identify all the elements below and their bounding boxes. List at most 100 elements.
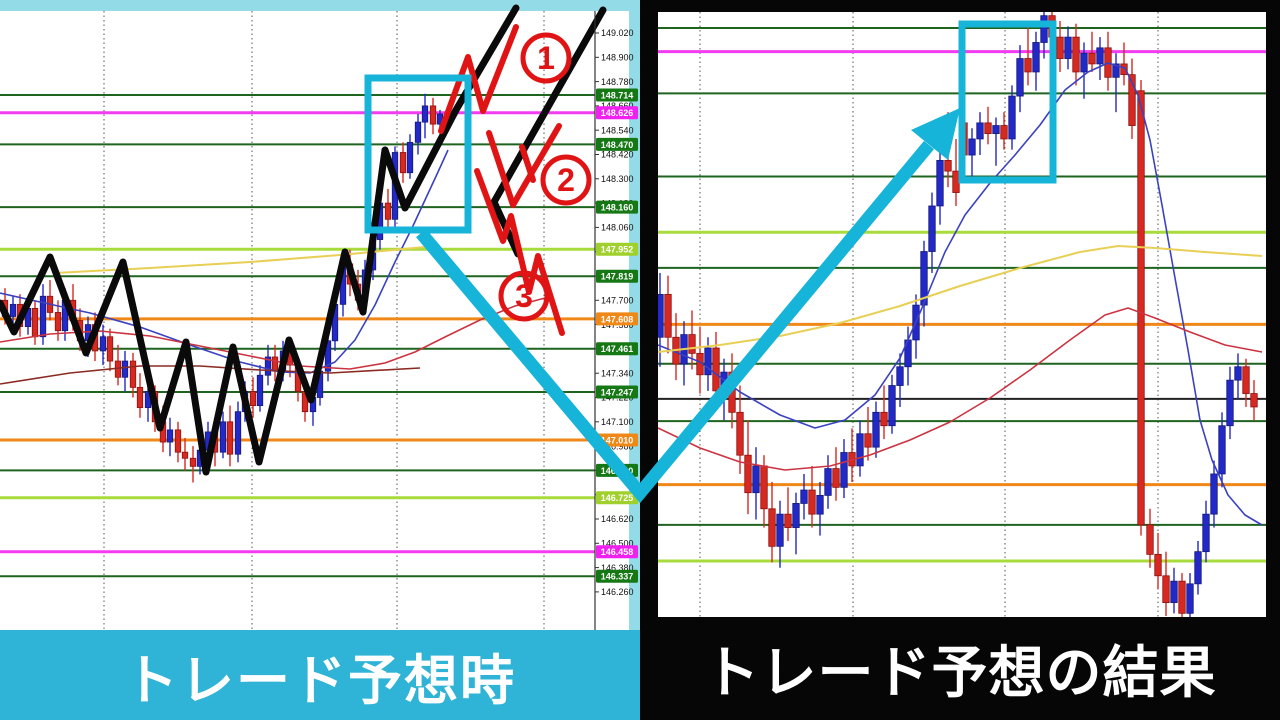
bull-candle bbox=[219, 421, 227, 453]
ma-slowest-line bbox=[0, 365, 421, 385]
prediction-chart-annotations: 1 2 3 bbox=[0, 4, 607, 476]
bear-candle bbox=[1162, 575, 1170, 603]
scenario-1-number: 1 bbox=[537, 40, 555, 76]
axis-tick-label: 147.100 bbox=[601, 417, 634, 427]
axis-tick-label: 146.500 bbox=[601, 539, 634, 549]
bull-candle bbox=[752, 465, 760, 494]
bear-candle bbox=[174, 429, 182, 453]
bear-candle bbox=[784, 513, 792, 528]
bear-candle bbox=[760, 465, 768, 510]
bear-candle bbox=[429, 105, 437, 125]
scenario-3-number: 3 bbox=[515, 278, 533, 314]
scenario-1-path bbox=[438, 24, 519, 134]
axis-tick-label: 148.660 bbox=[601, 101, 634, 111]
bull-candle bbox=[1064, 36, 1072, 59]
bull-candle bbox=[1194, 551, 1202, 585]
axis-tick-label: 148.540 bbox=[601, 125, 634, 135]
bull-candle bbox=[928, 205, 936, 252]
price-badge bbox=[596, 569, 638, 583]
bull-candle bbox=[1040, 15, 1048, 43]
bull-candle bbox=[840, 452, 848, 488]
bull-candle bbox=[776, 513, 784, 547]
bear-candle bbox=[1178, 580, 1186, 614]
axis-tick-label: 148.300 bbox=[601, 174, 634, 184]
bear-candle bbox=[31, 307, 39, 338]
bear-candle bbox=[832, 468, 840, 488]
axis-tick-label: 148.420 bbox=[601, 150, 634, 160]
bear-candle bbox=[768, 508, 776, 547]
bear-candle bbox=[952, 170, 960, 193]
prediction-chart-svg: 123149.020148.900148.780148.660148.54014… bbox=[0, 4, 638, 630]
price-badge-label: 146.725 bbox=[601, 493, 634, 503]
bear-candle bbox=[106, 336, 114, 362]
bull-candle bbox=[406, 141, 414, 174]
bull-candle bbox=[1210, 473, 1218, 515]
bear-candle bbox=[1242, 366, 1250, 394]
bull-candle bbox=[800, 489, 808, 504]
result-chart-annotations bbox=[958, 20, 1057, 184]
price-badge-label: 147.819 bbox=[601, 272, 634, 282]
bull-candle bbox=[121, 360, 129, 378]
bull-candle bbox=[414, 121, 422, 143]
bull-candle bbox=[166, 429, 174, 443]
hand-drawn-zigzag bbox=[0, 4, 520, 476]
bear-candle bbox=[1137, 90, 1145, 526]
bear-candle bbox=[129, 360, 137, 388]
price-badge bbox=[596, 545, 638, 559]
bear-candle bbox=[1250, 393, 1258, 408]
bear-candle bbox=[1120, 63, 1128, 76]
price-badge-label: 146.860 bbox=[601, 466, 634, 476]
price-badge-label: 148.626 bbox=[601, 108, 634, 118]
bull-candle bbox=[1170, 580, 1178, 603]
bear-candle bbox=[1128, 74, 1136, 126]
bull-candle bbox=[816, 494, 824, 515]
prediction-chart-plot-layer bbox=[0, 11, 595, 630]
bull-candle bbox=[99, 336, 107, 352]
bull-candle bbox=[1080, 52, 1088, 73]
highlight-rectangle bbox=[958, 20, 1057, 184]
scenario-2-number: 2 bbox=[557, 162, 575, 198]
bear-candle bbox=[864, 433, 872, 448]
axis-tick-label: 149.020 bbox=[601, 28, 634, 38]
bull-candle bbox=[824, 468, 832, 496]
price-badge-label: 147.461 bbox=[601, 344, 634, 354]
price-badge bbox=[596, 106, 638, 120]
prediction-caption: トレード予想時 bbox=[0, 630, 640, 720]
bear-candle bbox=[1056, 36, 1064, 59]
bear-candle bbox=[984, 122, 992, 134]
price-badge-label: 146.458 bbox=[601, 547, 634, 557]
bear-candle bbox=[136, 386, 144, 409]
bull-candle bbox=[1032, 42, 1040, 73]
bull-candle bbox=[234, 411, 242, 455]
bear-candle bbox=[736, 411, 744, 456]
bear-candle bbox=[728, 371, 736, 413]
prediction-panel: 1 2 3 149.020 148.900 148.780 148.660 148.540 14… bbox=[0, 0, 640, 720]
bull-candle bbox=[9, 303, 17, 317]
bear-candle bbox=[271, 356, 279, 372]
price-badge-label: 147.608 bbox=[601, 314, 634, 324]
bull-candle bbox=[968, 138, 976, 156]
axis-tick-label: 148.780 bbox=[601, 77, 634, 87]
bull-candle bbox=[1202, 513, 1210, 553]
bear-candle bbox=[226, 421, 234, 455]
bear-candle bbox=[880, 411, 888, 427]
bull-candle bbox=[704, 347, 712, 376]
bear-candle bbox=[189, 457, 197, 467]
bull-candle bbox=[856, 433, 864, 467]
bull-candle bbox=[792, 503, 800, 528]
bear-candle bbox=[688, 334, 696, 354]
bull-candle bbox=[1218, 425, 1226, 475]
bear-candle bbox=[1154, 553, 1162, 577]
bear-candle bbox=[712, 347, 720, 392]
bull-candle bbox=[1226, 379, 1234, 427]
bull-candle bbox=[658, 293, 664, 338]
price-badge-label: 148.470 bbox=[601, 140, 634, 150]
bear-candle bbox=[1072, 36, 1080, 73]
scenario-1-circle-icon bbox=[520, 32, 572, 84]
price-axis: 149.020 148.900 148.780 148.660 148.540 148.4… bbox=[594, 11, 638, 630]
axis-tick-label: 147.340 bbox=[601, 368, 634, 378]
axis-tick-label: 146.380 bbox=[601, 563, 634, 573]
price-badge-label: 146.337 bbox=[601, 572, 634, 582]
bear-candle bbox=[399, 152, 407, 174]
